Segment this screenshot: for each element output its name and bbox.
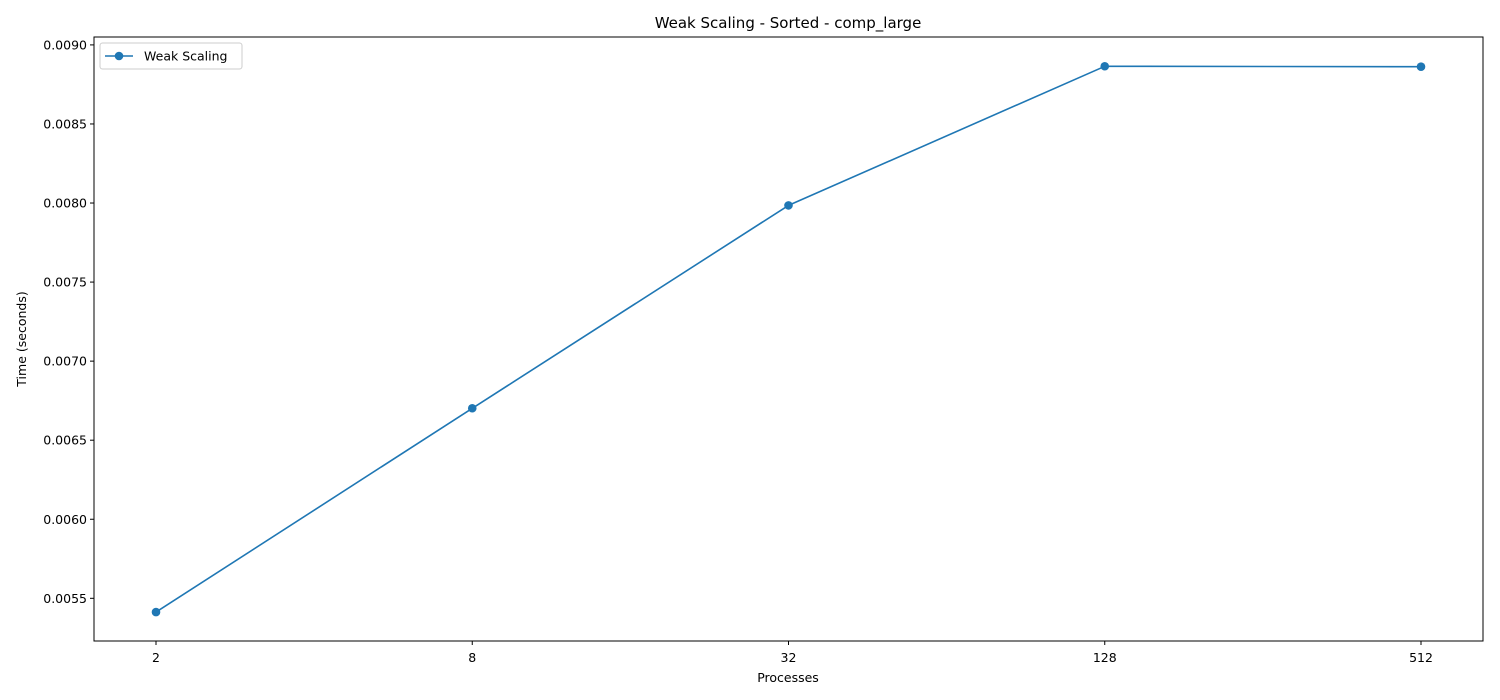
data-point bbox=[1416, 62, 1426, 72]
x-tick-label: 8 bbox=[468, 650, 476, 665]
legend-marker-swatch bbox=[114, 51, 124, 61]
x-tick-label: 512 bbox=[1409, 650, 1433, 665]
plot-frame bbox=[93, 36, 1484, 642]
data-point bbox=[1100, 61, 1110, 71]
x-tick-label: 32 bbox=[781, 650, 797, 665]
x-axis: 2 8 32 128 512 bbox=[152, 641, 1433, 665]
series-layer bbox=[151, 61, 1426, 617]
legend: Weak Scaling bbox=[99, 42, 243, 70]
y-axis: 0.0055 0.0060 0.0065 0.0070 0.0075 0.0080 0.00… bbox=[43, 37, 94, 606]
data-point bbox=[467, 403, 477, 413]
plot-area bbox=[93, 36, 1484, 642]
y-tick-label: 0.0060 bbox=[43, 512, 87, 527]
y-axis-label: Time (seconds) bbox=[14, 291, 29, 387]
y-tick-label: 0.0075 bbox=[43, 275, 87, 290]
x-axis-label: Processes bbox=[757, 670, 819, 685]
x-tick-label: 2 bbox=[152, 650, 160, 665]
legend-frame bbox=[99, 42, 243, 70]
y-tick-label: 0.0090 bbox=[43, 37, 87, 52]
chart-title: Weak Scaling - Sorted - comp_large bbox=[655, 14, 922, 33]
data-point bbox=[151, 607, 161, 617]
y-tick-label: 0.0065 bbox=[43, 433, 87, 448]
y-tick-label: 0.0055 bbox=[43, 591, 87, 606]
x-tick-label: 128 bbox=[1093, 650, 1117, 665]
legend-label: Weak Scaling bbox=[144, 49, 227, 64]
y-tick-label: 0.0080 bbox=[43, 196, 87, 211]
y-tick-label: 0.0085 bbox=[43, 116, 87, 131]
series-line bbox=[155, 65, 1422, 613]
y-tick-label: 0.0070 bbox=[43, 354, 87, 369]
data-point bbox=[784, 201, 793, 210]
